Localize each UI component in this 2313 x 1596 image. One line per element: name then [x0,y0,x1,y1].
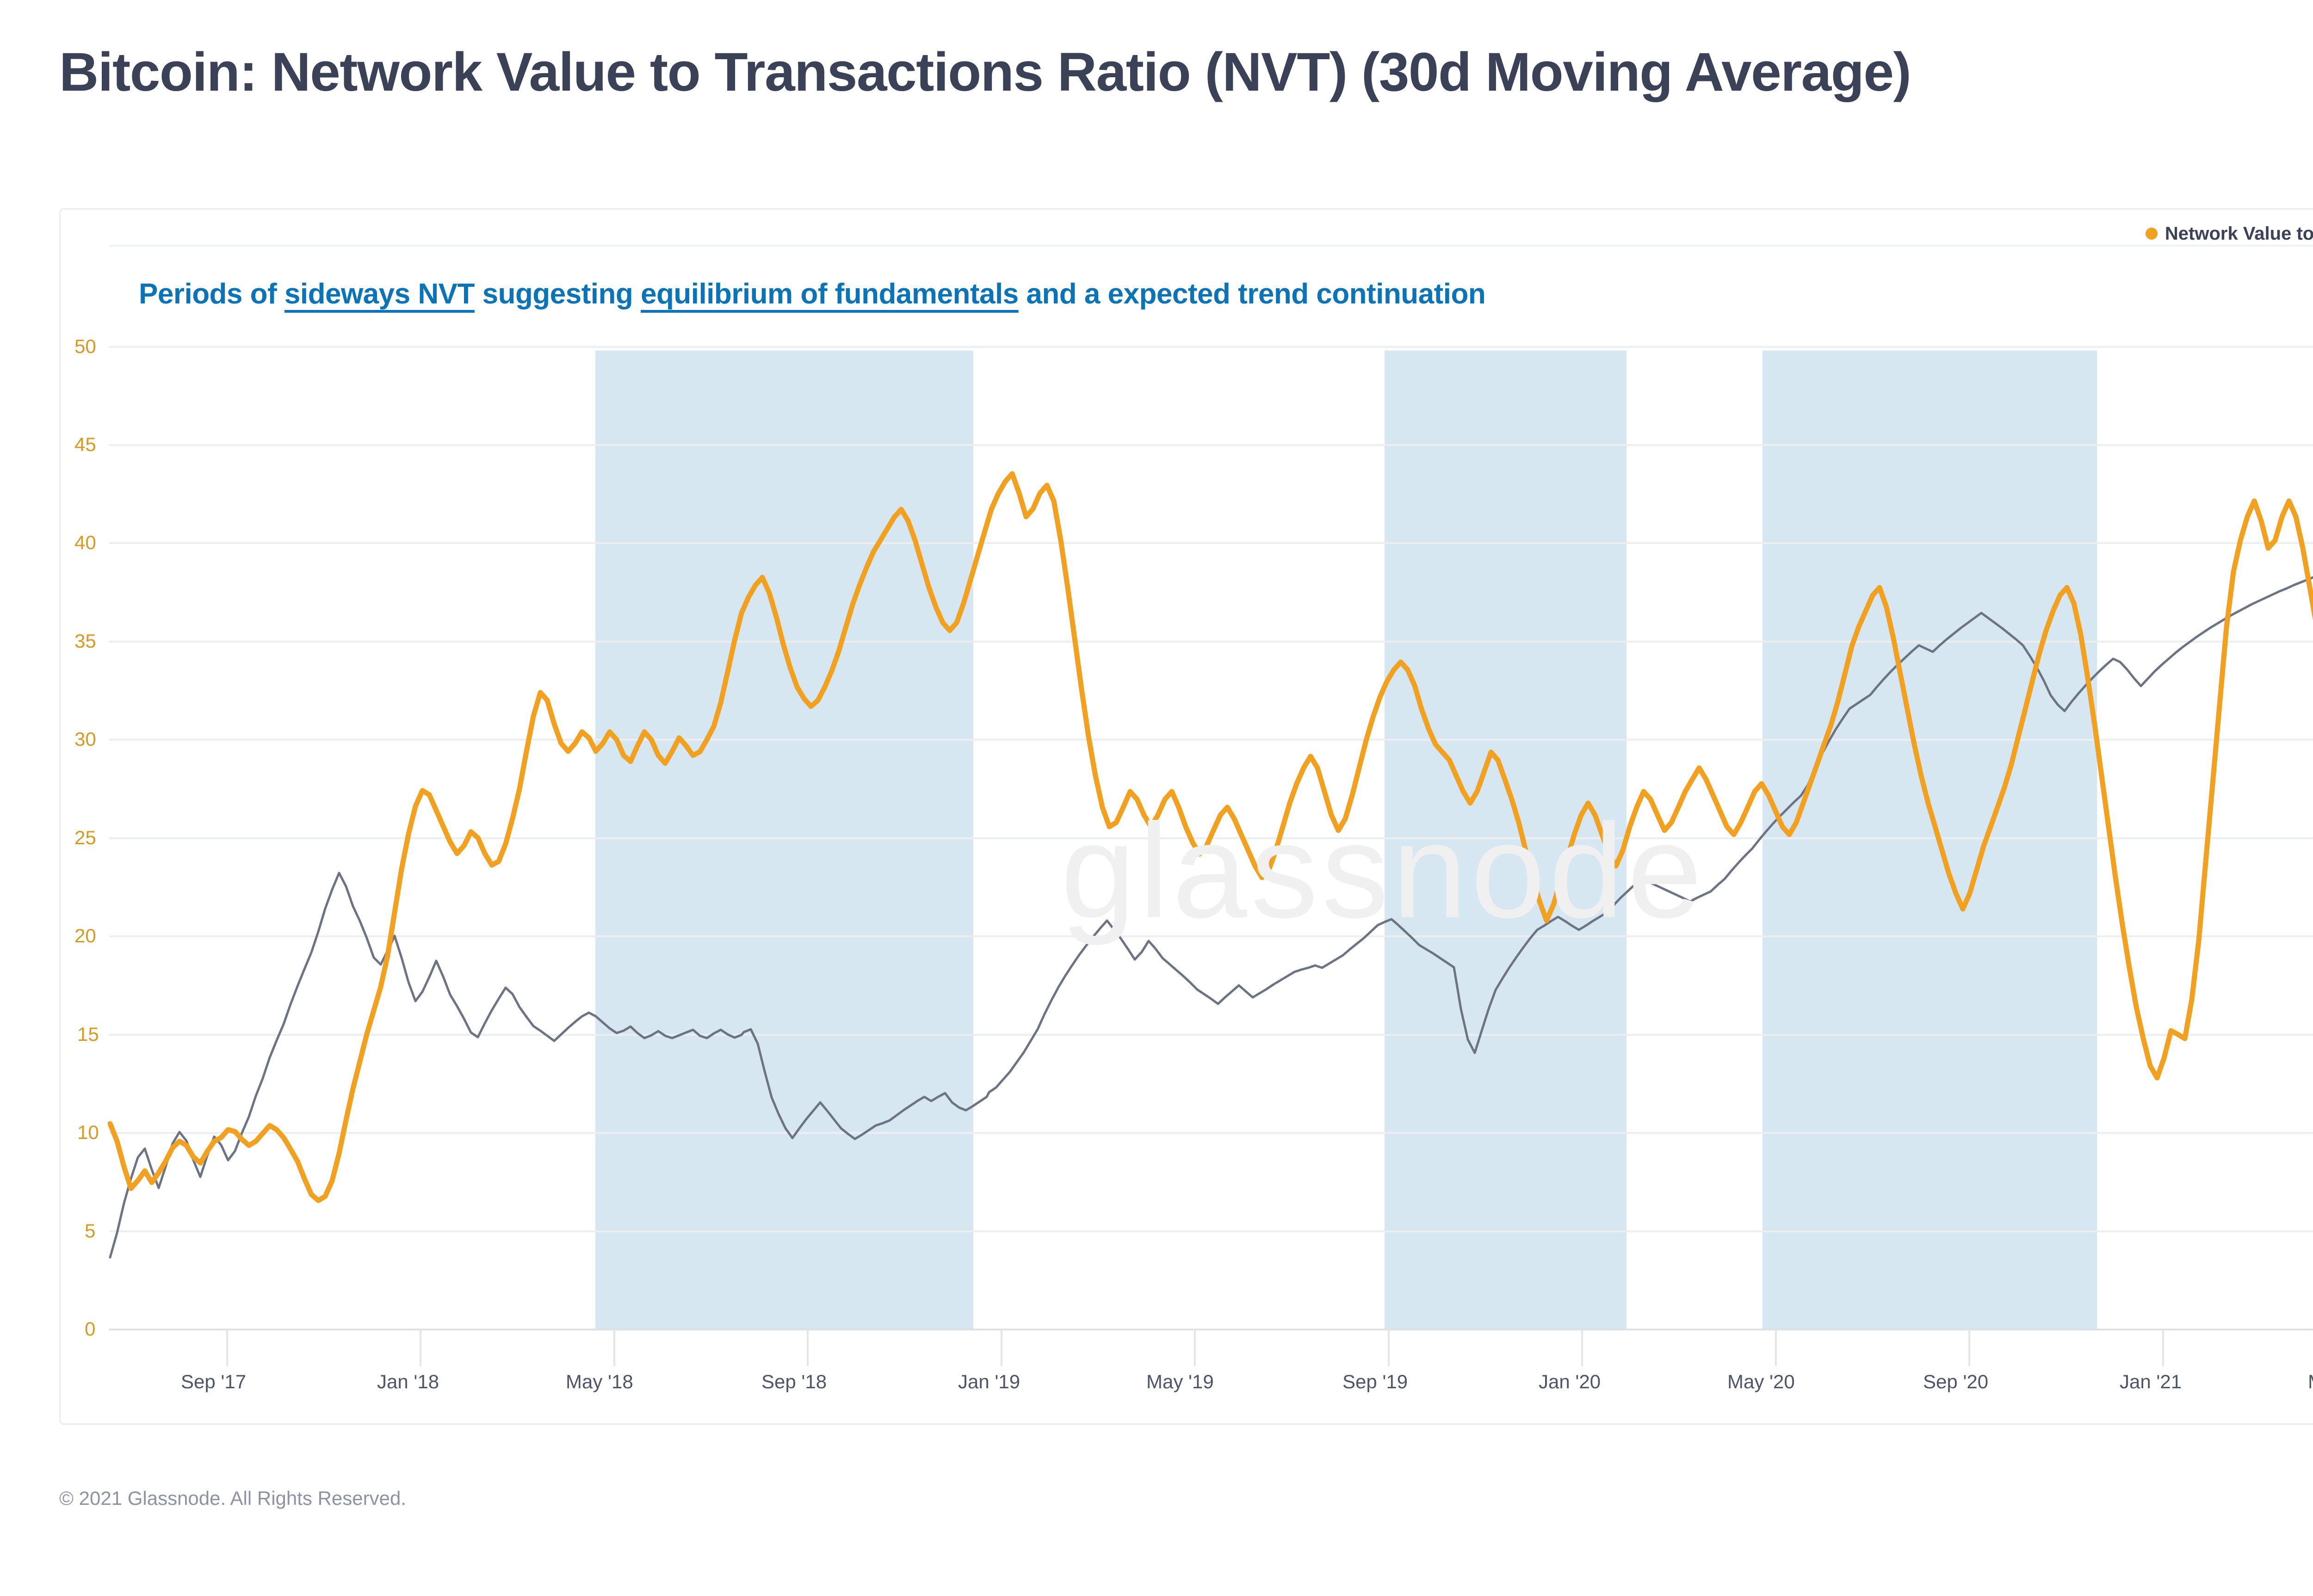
x-tick-sep-18: Sep '18 [761,1371,827,1392]
x-tick-jan-20: Jan '20 [1539,1371,1601,1392]
y-left-tick-40: 40 [74,532,96,553]
legend-label-nvt: Network Value to Transactions Ratio (NVT… [2165,223,2313,244]
shaded-band-1 [595,351,973,1330]
x-tick-jan-21: Jan '21 [2120,1371,2182,1392]
x-tick-sep-17: Sep '17 [181,1371,247,1392]
y-left-tick-25: 25 [74,827,96,848]
chart-legend: Network Value to Transactions Ratio (NVT… [2145,220,2313,247]
annotation-part-2: suggesting [474,278,641,310]
annotation-part-1: Periods of [139,278,284,310]
shaded-bands [595,351,2097,1330]
annotation-underline-2: equilibrium of fundamentals [641,278,1019,310]
y-left-tick-45: 45 [74,433,96,455]
legend-dot-nvt-icon [2145,228,2158,240]
chart-annotation: Periods of sideways NVT suggesting equil… [139,278,1486,310]
y-left-tick-50: 50 [74,335,96,357]
x-tick-jan-18: Jan '18 [377,1371,439,1392]
legend-item-nvt[interactable]: Network Value to Transactions Ratio (NVT… [2145,223,2313,244]
series-line-nvt [107,471,2313,1203]
chart-plot-area [107,245,2313,1366]
y-left-tick-20: 20 [74,925,96,946]
y-left-tick-35: 35 [74,630,96,652]
x-tick-sep-20: Sep '20 [1923,1371,1989,1392]
watermark-glassnode: glassnode [1060,796,1706,946]
x-tick-may-18: May '18 [566,1371,633,1392]
y-left-tick-30: 30 [74,728,96,750]
x-tick-marks [226,1330,2164,1366]
shaded-band-2 [1385,351,1627,1330]
chart-inner: glassnode Network Value to Transactions … [61,210,2313,1423]
x-tick-may-21: May '21 [2308,1371,2313,1393]
x-tick-jan-19: Jan '19 [958,1371,1020,1392]
series-line-price [109,576,2313,1259]
y-left-tick-5: 5 [85,1220,96,1242]
chart-card: glassnode Network Value to Transactions … [59,208,2313,1425]
annotation-underline-1: sideways NVT [284,278,475,310]
x-tick-sep-19: Sep '19 [1342,1371,1408,1392]
x-tick-may-19: May '19 [1146,1371,1214,1392]
page-title: Bitcoin: Network Value to Transactions R… [59,42,1911,103]
shaded-band-3 [1763,351,2097,1330]
annotation-part-3: and a expected trend continuation [1018,278,1486,310]
x-tick-may-20: May '20 [1727,1371,1795,1392]
footer-copyright: © 2021 Glassnode. All Rights Reserved. [59,1487,407,1509]
y-left-tick-10: 10 [77,1121,99,1143]
y-left-tick-0: 0 [85,1318,96,1340]
gridlines-horizontal [109,346,2313,1330]
y-left-tick-15: 15 [77,1023,99,1045]
